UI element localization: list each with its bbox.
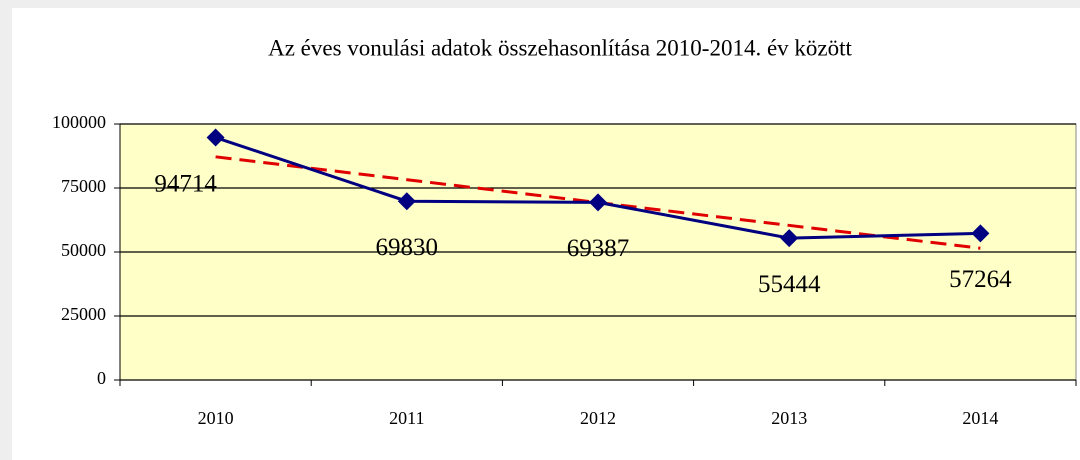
x-tick-label: 2013 — [771, 408, 807, 428]
data-label: 69830 — [376, 234, 439, 261]
point-marker — [206, 128, 225, 147]
data-label: 55444 — [758, 271, 821, 298]
x-tick-label: 2014 — [962, 408, 998, 428]
y-tick-label: 25000 — [61, 304, 106, 324]
point-marker — [780, 229, 799, 248]
chart-title: Az éves vonulási adatok összehasonlítása… — [268, 35, 852, 60]
y-tick-label: 0 — [97, 368, 106, 388]
y-tick-label: 100000 — [52, 112, 106, 132]
y-tick-label: 75000 — [61, 176, 106, 196]
point-marker — [971, 224, 990, 243]
point-marker — [589, 193, 607, 212]
y-tick-label: 50000 — [61, 240, 106, 260]
data-label: 94714 — [154, 170, 217, 197]
x-tick-label: 2011 — [389, 408, 424, 428]
data-label: 57264 — [949, 266, 1012, 293]
point-marker — [397, 192, 416, 211]
x-tick-label: 2010 — [198, 408, 234, 428]
data-label: 69387 — [567, 235, 630, 262]
x-tick-label: 2012 — [580, 408, 616, 428]
